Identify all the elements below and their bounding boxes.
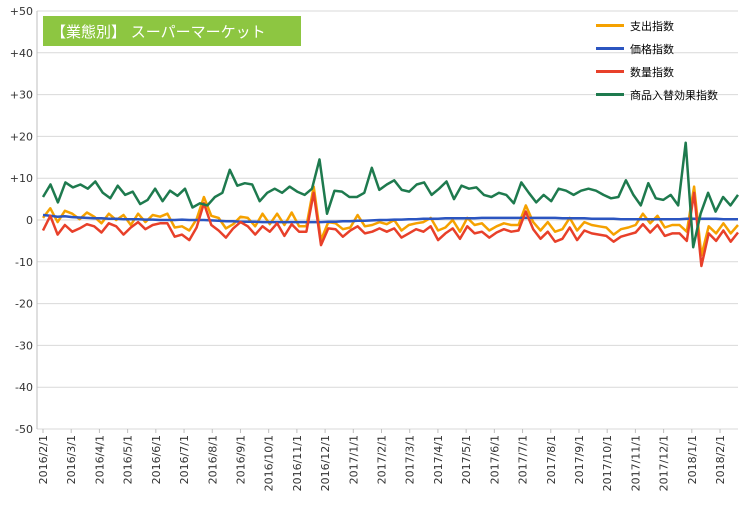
- legend-item-2: 価格指数: [596, 37, 718, 60]
- x-tick-label: 2016/9/1: [234, 435, 247, 484]
- x-tick-label: 2016/11/1: [291, 435, 304, 491]
- legend-label: 支出指数: [630, 19, 674, 33]
- x-tick-label: 2016/2/1: [37, 435, 50, 484]
- y-tick-label: +40: [10, 47, 33, 60]
- x-tick-label: 2018/1/1: [686, 435, 699, 484]
- x-tick-label: 2017/6/1: [488, 435, 501, 484]
- x-tick-label: 2016/4/1: [93, 435, 106, 484]
- chart-title: 【業態別】 スーパーマーケット: [43, 16, 301, 46]
- x-tick-label: 2017/7/1: [517, 435, 530, 484]
- y-tick-label: -30: [15, 339, 33, 352]
- y-tick-label: +30: [10, 89, 33, 102]
- y-tick-label: 0: [26, 214, 33, 227]
- x-tick-label: 2016/6/1: [150, 435, 163, 484]
- legend-swatch: [596, 47, 624, 50]
- x-tick-label: 2017/3/1: [404, 435, 417, 484]
- x-tick-label: 2016/10/1: [263, 435, 276, 491]
- x-tick-label: 2016/5/1: [122, 435, 135, 484]
- y-tick-label: +20: [10, 130, 33, 143]
- series-lines: [41, 141, 740, 268]
- x-tick-label: 2017/12/1: [658, 435, 671, 491]
- legend-swatch: [596, 24, 624, 27]
- y-tick-label: -10: [15, 256, 33, 269]
- x-tick-label: 2016/8/1: [206, 435, 219, 484]
- x-axis-tick-labels: 2016/2/1 2016/3/1 2016/4/1 2016/5/1 2016/6/1…: [37, 429, 727, 491]
- series-line-2: [42, 213, 738, 224]
- series-line-4: [41, 141, 740, 249]
- y-axis-tick-labels: +50 +40 +30 +20 +10 0 -10 -20 -30 -40 -50: [10, 5, 33, 436]
- x-tick-label: 2017/1/1: [347, 435, 360, 484]
- x-tick-label: 2017/5/1: [460, 435, 473, 484]
- legend-swatch: [596, 93, 624, 96]
- legend-label: 商品入替効果指数: [630, 88, 718, 102]
- x-tick-label: 2017/11/1: [629, 435, 642, 491]
- x-tick-label: 2016/7/1: [178, 435, 191, 484]
- y-tick-label: -20: [15, 298, 33, 311]
- y-tick-label: -50: [15, 423, 33, 436]
- x-tick-label: 2018/2/1: [714, 435, 727, 484]
- x-tick-label: 2017/2/1: [376, 435, 389, 484]
- x-tick-label: 2017/9/1: [573, 435, 586, 484]
- series-line-1: [42, 185, 739, 257]
- y-tick-label: +10: [10, 172, 33, 185]
- y-tick-label: +50: [10, 5, 33, 18]
- x-tick-label: 2017/8/1: [545, 435, 558, 484]
- legend: 支出指数価格指数数量指数商品入替効果指数: [596, 14, 718, 106]
- x-tick-label: 2016/12/1: [319, 435, 332, 491]
- y-tick-label: -40: [15, 381, 33, 394]
- x-tick-label: 2016/3/1: [65, 435, 78, 484]
- legend-label: 数量指数: [630, 65, 674, 79]
- legend-item-4: 商品入替効果指数: [596, 83, 718, 106]
- x-tick-label: 2017/10/1: [601, 435, 614, 491]
- legend-swatch: [596, 70, 624, 73]
- legend-label: 価格指数: [630, 42, 674, 56]
- x-tick-label: 2017/4/1: [432, 435, 445, 484]
- legend-item-1: 支出指数: [596, 14, 718, 37]
- series-line-3: [41, 191, 739, 268]
- legend-item-3: 数量指数: [596, 60, 718, 83]
